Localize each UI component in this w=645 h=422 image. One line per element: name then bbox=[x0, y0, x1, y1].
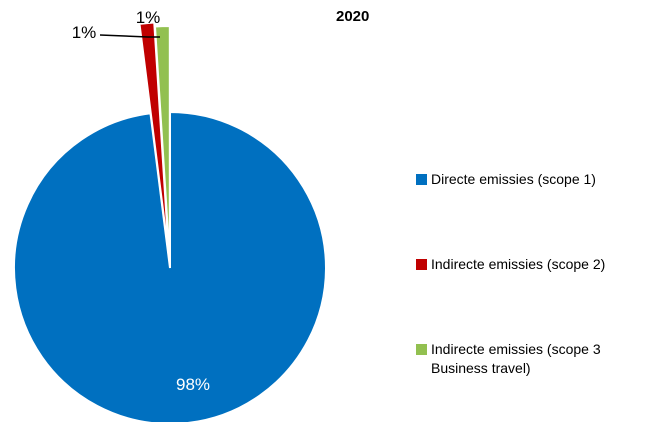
legend-item-scope1: Directe emissies (scope 1) bbox=[416, 170, 641, 189]
legend-label-scope3: Indirecte emissies (scope 3 Business tra… bbox=[431, 341, 601, 376]
legend-swatch-scope1 bbox=[416, 174, 427, 185]
legend-swatch-scope2 bbox=[416, 259, 427, 270]
data-label-scope1: 98% bbox=[176, 375, 210, 394]
legend-label-scope2: Indirecte emissies (scope 2) bbox=[431, 256, 606, 272]
legend-swatch-scope3 bbox=[416, 344, 427, 355]
data-label-scope3: 1% bbox=[136, 8, 161, 27]
slice-scope1 bbox=[13, 110, 327, 422]
legend-label-scope1: Directe emissies (scope 1) bbox=[431, 171, 596, 187]
chart-title: 2020 bbox=[336, 8, 370, 25]
legend-item-scope3: Indirecte emissies (scope 3 Business tra… bbox=[416, 340, 631, 378]
legend-item-scope2: Indirecte emissies (scope 2) bbox=[416, 255, 641, 274]
slice-scope3 bbox=[153, 25, 171, 263]
data-label-scope2: 1% bbox=[72, 23, 97, 42]
leader-line-scope2 bbox=[99, 34, 160, 38]
slice-scope2 bbox=[138, 21, 171, 259]
